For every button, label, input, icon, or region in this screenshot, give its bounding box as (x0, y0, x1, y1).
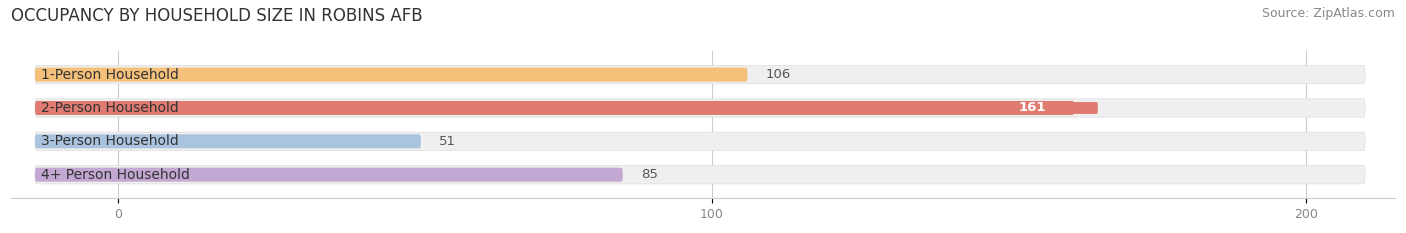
Text: 85: 85 (641, 168, 658, 181)
Text: 2-Person Household: 2-Person Household (41, 101, 179, 115)
FancyBboxPatch shape (35, 132, 1365, 151)
FancyBboxPatch shape (35, 65, 1365, 84)
Text: 106: 106 (765, 68, 790, 81)
FancyBboxPatch shape (35, 168, 623, 182)
Text: 4+ Person Household: 4+ Person Household (41, 168, 190, 182)
FancyBboxPatch shape (35, 134, 420, 148)
Text: 3-Person Household: 3-Person Household (41, 134, 179, 148)
FancyBboxPatch shape (35, 99, 1365, 117)
Text: 1-Person Household: 1-Person Household (41, 68, 179, 82)
Text: OCCUPANCY BY HOUSEHOLD SIZE IN ROBINS AFB: OCCUPANCY BY HOUSEHOLD SIZE IN ROBINS AF… (11, 7, 423, 25)
Text: 161: 161 (1019, 102, 1046, 114)
FancyBboxPatch shape (35, 68, 748, 82)
Text: 51: 51 (439, 135, 456, 148)
Text: Source: ZipAtlas.com: Source: ZipAtlas.com (1261, 7, 1395, 20)
FancyBboxPatch shape (35, 165, 1365, 184)
FancyBboxPatch shape (967, 102, 1098, 114)
FancyBboxPatch shape (35, 101, 1074, 115)
